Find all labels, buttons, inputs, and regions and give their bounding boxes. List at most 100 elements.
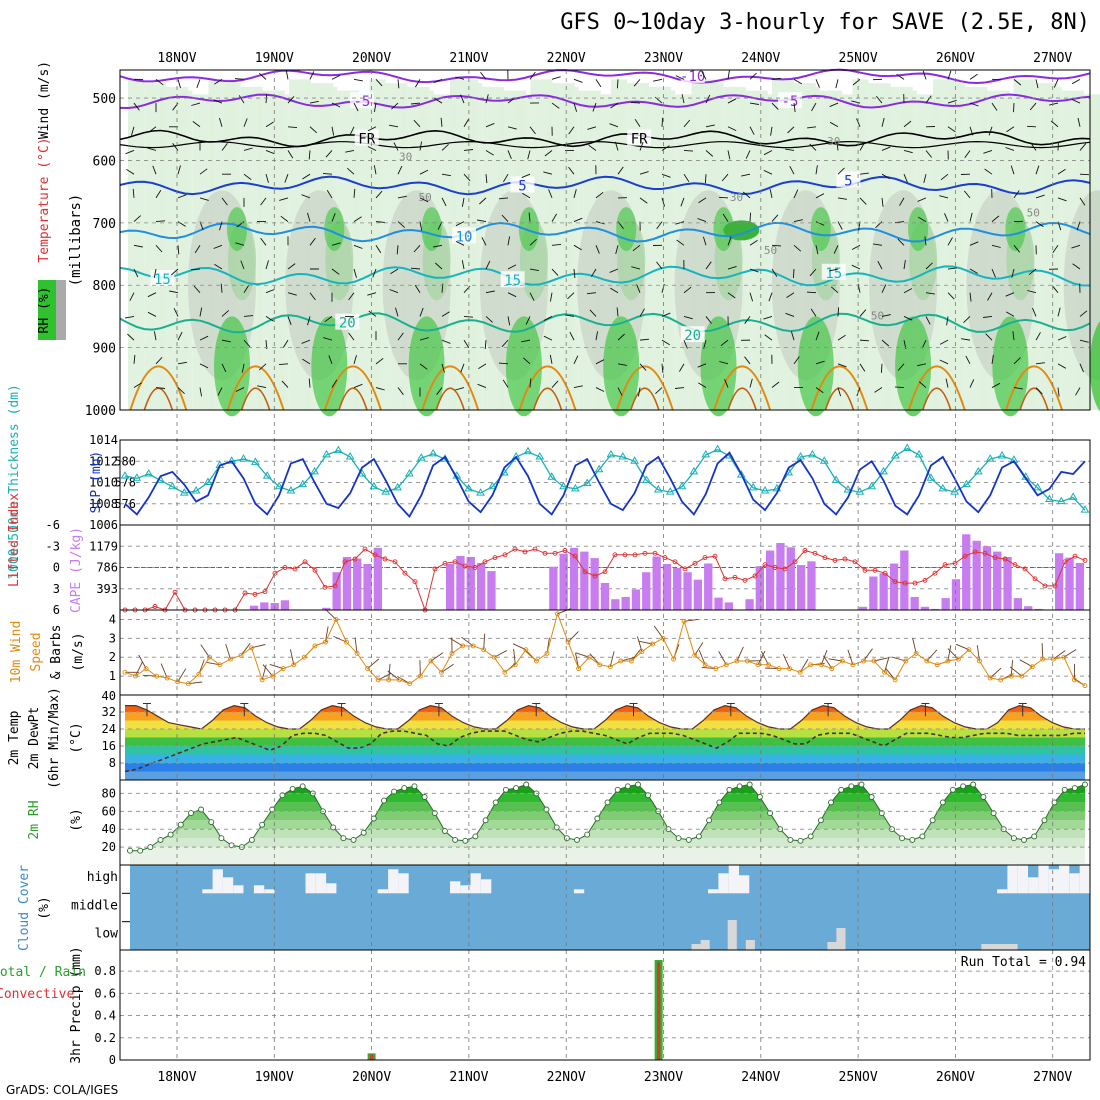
rh-marker (259, 821, 266, 828)
cape-bar (941, 598, 950, 610)
wind-barb (947, 267, 957, 270)
wind-barb (281, 380, 289, 388)
wind-barb (389, 124, 399, 128)
rh-marker (1051, 799, 1058, 806)
rh-marker (391, 788, 398, 795)
wind-barb (265, 150, 275, 155)
cape-bar (951, 579, 961, 610)
wind-barb (610, 102, 619, 109)
wind-barb (1053, 79, 1059, 88)
slp-line (124, 451, 1086, 519)
wind-speed-marker (966, 647, 972, 653)
wind-barb (155, 387, 166, 389)
wind-barb (235, 387, 245, 392)
wind-barb (551, 243, 562, 246)
wind-barb (287, 316, 292, 325)
wind-barb (749, 240, 758, 246)
li-marker (262, 589, 268, 595)
wind-barb (127, 333, 135, 341)
wind-barb (653, 78, 663, 82)
wind-barb (1079, 310, 1088, 317)
wind-barb (924, 236, 927, 246)
wind-barb-10m (976, 645, 980, 662)
wind-barb (1049, 102, 1059, 106)
wind-barb (705, 316, 712, 324)
wind-barb (544, 150, 553, 157)
rh-marker (1061, 786, 1068, 793)
wind-barb (1052, 245, 1059, 253)
li-marker (1032, 576, 1038, 582)
wind-barb (243, 147, 253, 151)
li-marker (592, 573, 598, 579)
li-marker (782, 566, 788, 572)
wind-barb (477, 219, 487, 223)
li-tick-label: -6 (46, 518, 60, 532)
wind-barb (683, 119, 691, 128)
wind-barb (395, 307, 399, 317)
wind-barb (763, 150, 773, 156)
high-cloud-bar (708, 889, 719, 894)
bottom-date-label: 19NOV (255, 1070, 294, 1085)
li-marker (352, 556, 358, 562)
wind-speed-marker (164, 675, 170, 681)
wind-barb (199, 168, 208, 175)
wind-barb (633, 79, 641, 87)
wind-barb (793, 189, 799, 199)
wind-barb (727, 265, 737, 270)
slp-tick-label: 1010 (89, 476, 118, 490)
temp-axis-label-4: (°C) (69, 722, 84, 753)
warm-arc-inner (824, 387, 855, 411)
wind-barb (324, 316, 333, 323)
wind-speed-marker (660, 635, 666, 641)
thickness-marker (262, 471, 272, 479)
wind-barb (568, 166, 575, 175)
li-marker (802, 548, 808, 553)
high-cloud-bar (1048, 869, 1059, 894)
wind-barb (155, 220, 166, 223)
wind-barb (155, 245, 163, 253)
top-date-label: 18NOV (157, 51, 196, 66)
rh-bands (130, 784, 1085, 865)
rh-light-band (755, 94, 772, 411)
cape-bar (373, 547, 382, 610)
high-cloud-bar (326, 883, 337, 894)
cape-bar (249, 605, 259, 610)
thickness-marker (855, 487, 865, 495)
wind-barb (655, 387, 663, 395)
wind-barb (573, 189, 577, 199)
wind-barb (1005, 292, 1015, 297)
wind-barb (749, 212, 752, 222)
thickness-marker (843, 484, 853, 493)
wind-barb-10m (200, 644, 210, 658)
wind-barb (940, 173, 949, 181)
wind-barb (639, 171, 649, 175)
temp-tick-label: 8 (109, 756, 116, 770)
wind-speed-marker (344, 639, 349, 645)
wind-speed-marker (692, 652, 698, 658)
rh-marker (401, 785, 408, 792)
rh-marker (157, 836, 164, 843)
wind-barb (551, 102, 560, 109)
rh-marker (716, 799, 723, 806)
wind-barb (1029, 102, 1037, 111)
wind-barb (177, 245, 180, 255)
bottom-date-label: 23NOV (644, 1070, 683, 1085)
wind-barb (815, 245, 819, 255)
wind-barb (679, 363, 685, 372)
rh-dark-blob (518, 207, 539, 252)
wind-barb (925, 262, 933, 270)
high-cloud-bar (718, 873, 729, 894)
wind-barb (199, 307, 203, 317)
wind-barb-10m (926, 649, 938, 662)
wind-speed-marker (850, 662, 856, 668)
rh-marker (208, 819, 215, 826)
wind-barb (367, 292, 377, 296)
wind-barb (969, 292, 972, 302)
wind-barb (829, 268, 839, 272)
thickness-marker (902, 443, 912, 451)
wind-barb (177, 331, 183, 341)
rh-marker (441, 828, 448, 834)
wind-barb (720, 339, 729, 347)
wind-barb (147, 147, 157, 151)
wind-barb (661, 339, 670, 346)
